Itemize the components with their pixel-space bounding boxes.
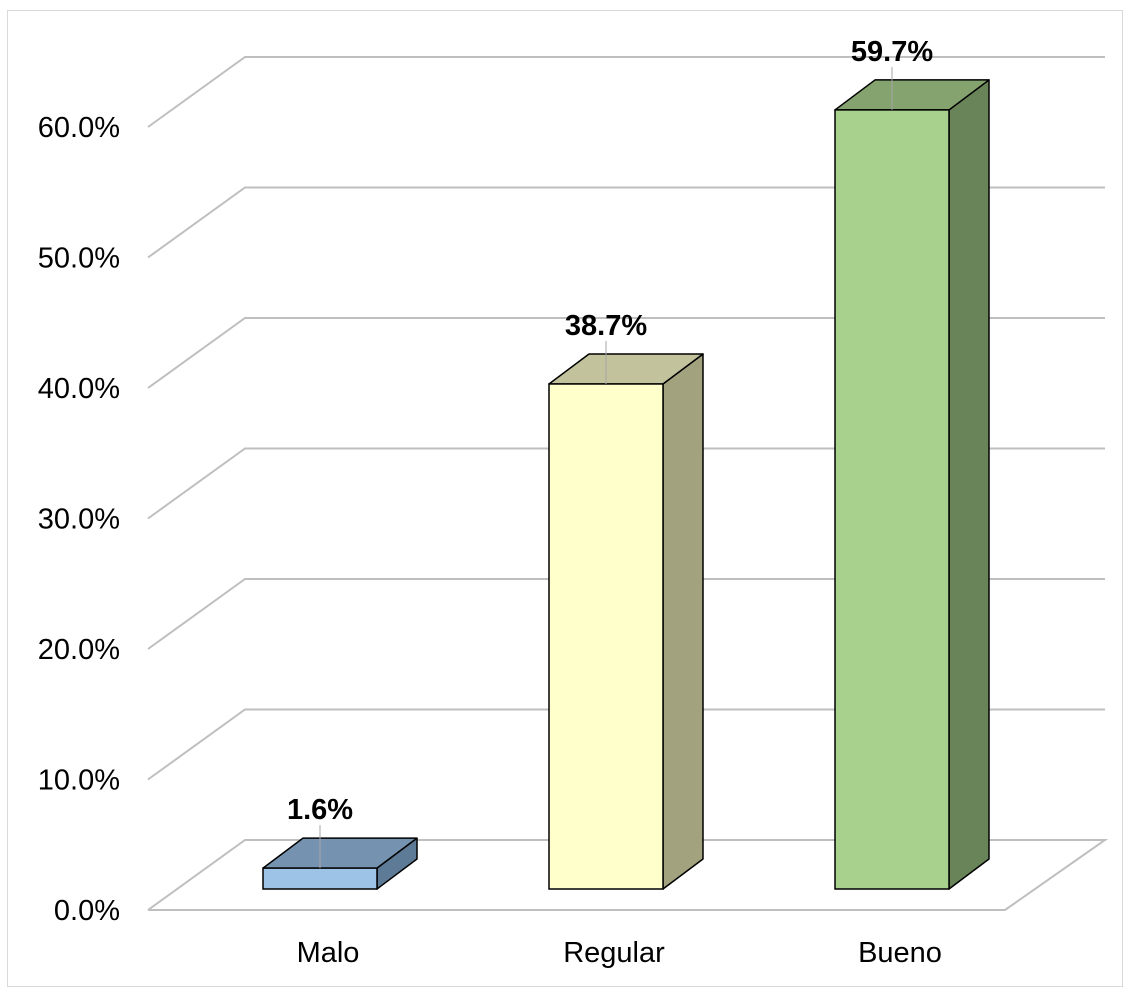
category-label: Malo (297, 937, 360, 969)
gridline (147, 56, 1105, 128)
data-label: 38.7% (565, 310, 647, 342)
gridline (147, 578, 1105, 650)
y-tick-label: 50.0% (38, 243, 120, 275)
gridlines (147, 56, 1109, 911)
gridline (147, 708, 1105, 781)
bar-front (834, 109, 950, 890)
floor-outline (147, 839, 1109, 911)
y-axis-ticks: 0.0% 10.0% 20.0% 30.0% 40.0% 50.0% 60.0% (38, 112, 120, 927)
bars (262, 79, 990, 890)
bar-side (948, 79, 990, 890)
y-tick-label: 0.0% (54, 895, 120, 927)
data-label: 59.7% (851, 36, 933, 68)
y-tick-label: 10.0% (38, 765, 120, 797)
data-label: 1.6% (287, 794, 353, 826)
gridline (147, 317, 1105, 389)
gridline (147, 186, 1105, 259)
bar-front (262, 867, 378, 890)
bar-malo (262, 837, 418, 890)
y-tick-label: 40.0% (38, 373, 120, 405)
bar-front (548, 383, 664, 890)
data-labels: 1.6% 38.7% 59.7% (287, 36, 933, 869)
x-axis-categories: Malo Regular Bueno (297, 937, 942, 969)
bar-side (662, 353, 704, 890)
bar-bueno (834, 79, 990, 890)
category-label: Regular (563, 937, 665, 969)
bar-regular (548, 353, 704, 890)
gridline (147, 447, 1105, 520)
y-tick-label: 30.0% (38, 504, 120, 536)
y-tick-label: 20.0% (38, 634, 120, 666)
category-label: Bueno (858, 937, 942, 969)
y-tick-label: 60.0% (38, 112, 120, 144)
